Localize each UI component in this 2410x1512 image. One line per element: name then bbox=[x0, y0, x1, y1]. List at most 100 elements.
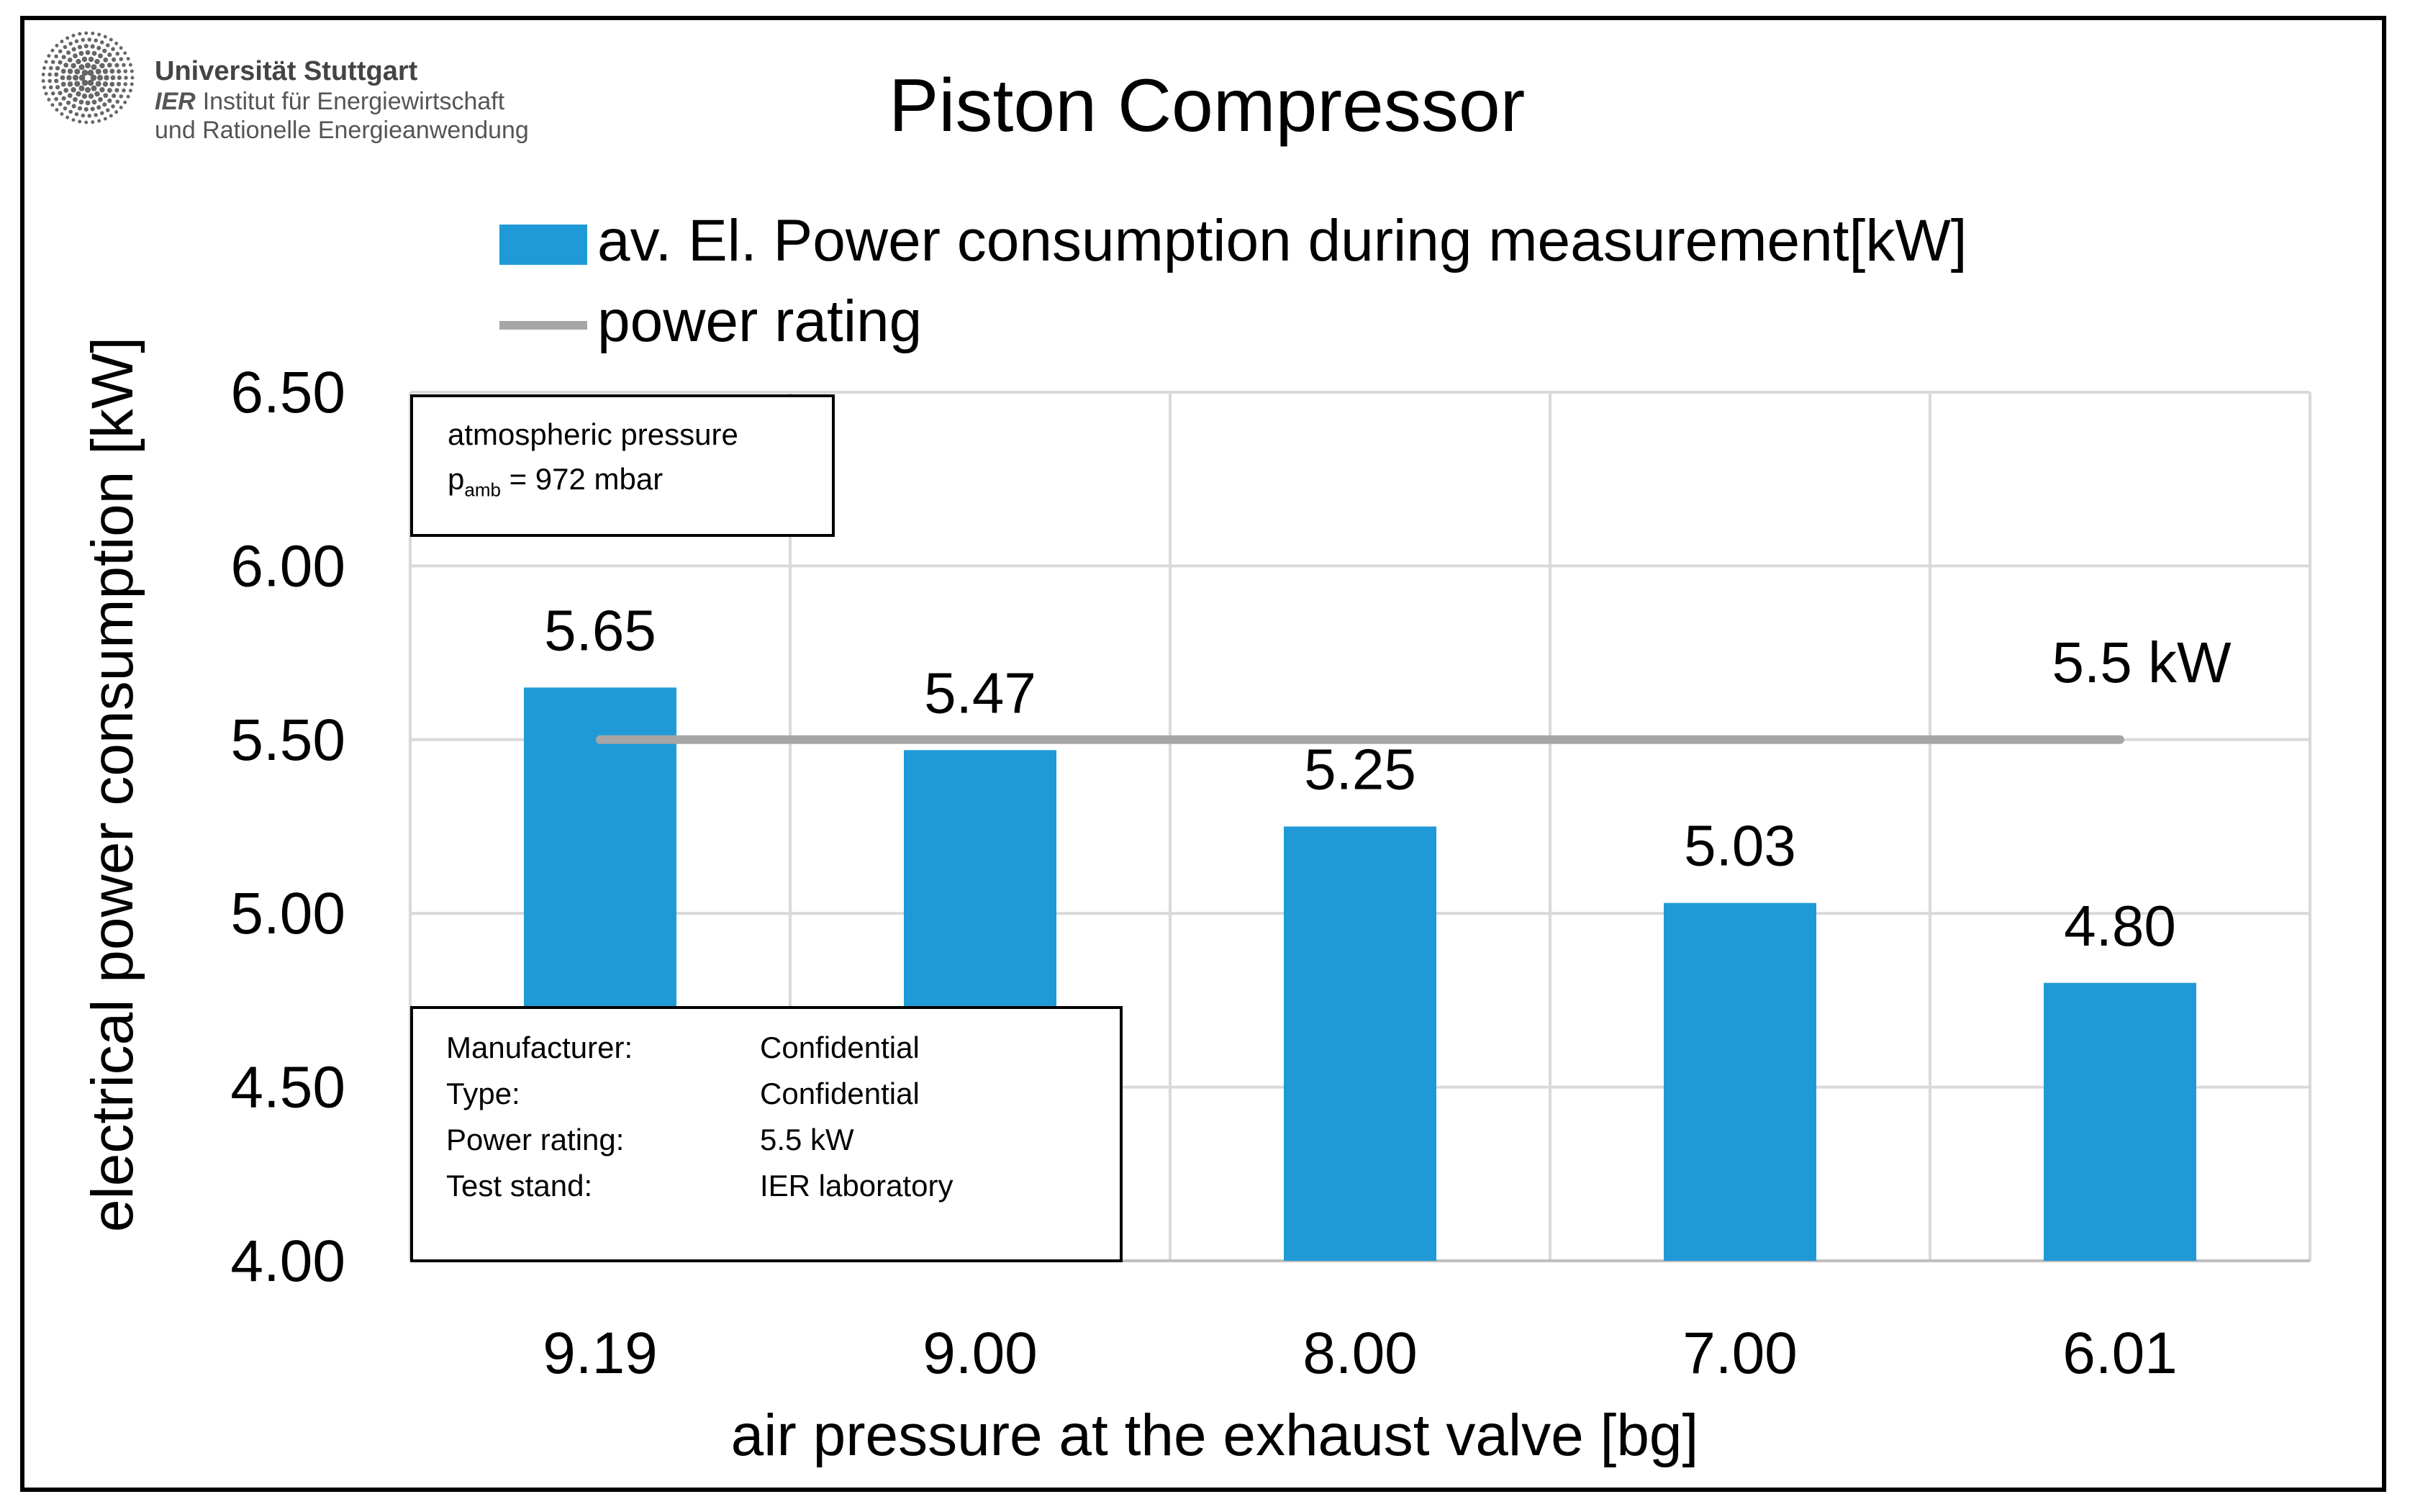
logo-dot bbox=[126, 94, 130, 99]
logo-dot bbox=[67, 81, 73, 87]
logo-dot bbox=[99, 63, 105, 68]
legend-bar-label: av. El. Power consumption during measure… bbox=[597, 208, 1967, 273]
logo-dot bbox=[102, 102, 107, 107]
logo-dot bbox=[88, 93, 94, 99]
logo-dot bbox=[123, 100, 127, 104]
logo-dot bbox=[126, 57, 130, 61]
info-key-test-stand: Test stand: bbox=[446, 1169, 593, 1203]
logo-dot bbox=[54, 54, 58, 59]
logo-dot bbox=[91, 85, 97, 91]
logo-dot bbox=[65, 36, 70, 40]
logo-dot bbox=[63, 45, 68, 50]
logo-dot bbox=[74, 39, 79, 44]
logo-dot bbox=[74, 112, 79, 117]
logo-dot bbox=[90, 107, 95, 112]
logo-dot bbox=[119, 94, 124, 99]
logo-dot bbox=[98, 96, 103, 102]
bar-data-label: 4.80 bbox=[2064, 894, 2176, 958]
logo-dot bbox=[119, 57, 124, 61]
logo-dot bbox=[61, 96, 66, 101]
logo-dot bbox=[61, 55, 66, 60]
logo-dot bbox=[99, 111, 104, 115]
logo-dot bbox=[110, 75, 116, 81]
logo-dot bbox=[94, 113, 98, 117]
power-rating-label: 5.5 kW bbox=[2052, 630, 2232, 694]
logo-dot bbox=[83, 43, 89, 49]
logo-dot bbox=[71, 104, 76, 109]
bar-data-label: 5.03 bbox=[1684, 814, 1796, 878]
atm-value-line: pamb = 972 mbar bbox=[448, 462, 663, 501]
atm-subscript: amb bbox=[464, 479, 501, 501]
logo-dot bbox=[87, 37, 92, 42]
atmospheric-pressure-box: atmospheric pressure pamb = 972 mbar bbox=[410, 394, 835, 537]
logo-dot bbox=[54, 72, 59, 77]
logo-dot bbox=[63, 106, 68, 111]
logo-dot bbox=[112, 57, 117, 62]
logo-dot bbox=[107, 63, 112, 68]
logo-dot bbox=[87, 79, 94, 86]
logo-dot bbox=[78, 64, 85, 71]
logo-dot bbox=[90, 44, 95, 49]
y-tick-label: 6.00 bbox=[230, 533, 345, 599]
info-key-manufacturer: Manufacturer: bbox=[446, 1031, 633, 1064]
logo-dot bbox=[119, 46, 123, 50]
logo-dot bbox=[47, 54, 51, 58]
logo-dot bbox=[84, 86, 91, 94]
logo-dot bbox=[99, 40, 104, 45]
university-logo bbox=[41, 31, 135, 125]
logo-dot bbox=[60, 75, 65, 81]
logo-dot bbox=[111, 104, 115, 109]
logo-dot bbox=[90, 74, 97, 81]
logo-dot bbox=[78, 119, 82, 124]
logo-dot bbox=[109, 37, 113, 42]
logo-dot bbox=[123, 69, 128, 73]
logo-dot bbox=[95, 68, 101, 75]
legend-line-label: power rating bbox=[597, 289, 923, 354]
logo-dot bbox=[107, 53, 112, 58]
logo-dot bbox=[41, 79, 45, 83]
logo-dot bbox=[94, 58, 100, 65]
bar bbox=[2044, 982, 2196, 1261]
logo-dot bbox=[76, 58, 81, 65]
logo-dot bbox=[96, 105, 101, 110]
logo-dot bbox=[47, 78, 52, 83]
logo-dot bbox=[106, 43, 110, 47]
atm-value: = 972 mbar bbox=[509, 462, 663, 496]
logo-dot bbox=[54, 96, 58, 101]
device-info-box: Manufacturer: Confidential Type: Confide… bbox=[410, 1006, 1123, 1262]
x-tick-label: 9.19 bbox=[543, 1321, 658, 1386]
logo-dot bbox=[47, 97, 51, 101]
logo-dot bbox=[102, 48, 107, 53]
logo-dot bbox=[78, 74, 86, 81]
logo-dot bbox=[109, 68, 115, 74]
info-key-power-rating: Power rating: bbox=[446, 1123, 625, 1156]
logo-dot bbox=[106, 108, 110, 112]
info-value-test-stand: IER laboratory bbox=[760, 1169, 953, 1203]
logo-dot bbox=[123, 82, 128, 86]
logo-dot bbox=[103, 93, 109, 99]
bar bbox=[1664, 902, 1816, 1261]
logo-dot bbox=[65, 50, 71, 55]
logo-dot bbox=[87, 69, 94, 76]
logo-dot bbox=[87, 114, 92, 118]
logo-dot bbox=[128, 63, 132, 67]
y-tick-label: 4.50 bbox=[230, 1055, 345, 1121]
logo-dot bbox=[81, 69, 89, 76]
logo-dot bbox=[50, 103, 55, 107]
logo-dot bbox=[72, 74, 79, 81]
logo-dot bbox=[123, 51, 127, 55]
logo-dot bbox=[83, 107, 89, 112]
logo-dot bbox=[68, 109, 73, 114]
logo-dot bbox=[98, 53, 103, 59]
logo-dot bbox=[78, 85, 85, 91]
logo-dot bbox=[44, 91, 48, 96]
logo-dot bbox=[67, 68, 73, 74]
logo-dot bbox=[44, 60, 48, 64]
logo-dot bbox=[66, 75, 72, 81]
logo-dot bbox=[91, 64, 97, 71]
logo-dot bbox=[85, 50, 91, 55]
y-tick-label: 6.50 bbox=[230, 360, 345, 425]
logo-dot bbox=[97, 119, 101, 123]
logo-dot bbox=[130, 69, 134, 73]
logo-dot bbox=[85, 100, 91, 106]
